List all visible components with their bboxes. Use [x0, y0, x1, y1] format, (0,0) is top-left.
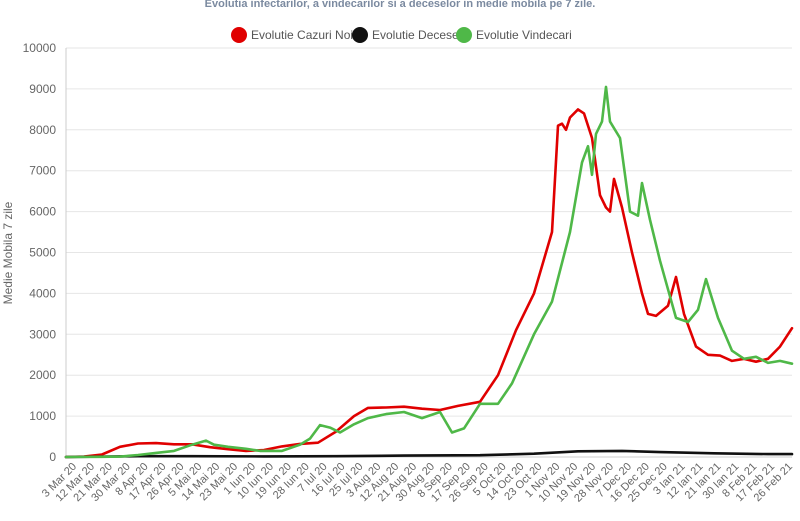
y-tick-label: 8000 [29, 123, 56, 137]
y-tick-label: 1000 [29, 409, 56, 423]
legend-item-1[interactable]: Evolutie Cazuri Noi [231, 27, 353, 43]
legend: Evolutie Cazuri Noi Evolutie Decese Evolut… [231, 27, 572, 43]
y-tick-label: 10000 [23, 41, 57, 55]
series-line-2 [64, 449, 794, 459]
y-tick-label: 3000 [29, 327, 56, 341]
y-tick-label: 9000 [29, 82, 56, 96]
chart-title: Evolutia infectarilor, a vindecarilor si… [205, 0, 596, 10]
legend-marker [352, 27, 368, 43]
legend-marker [456, 27, 472, 43]
legend-item-2[interactable]: Evolutie Decese [352, 27, 459, 43]
y-tick-label: 6000 [29, 205, 56, 219]
legend-marker [231, 27, 247, 43]
y-tick-label: 2000 [29, 368, 56, 382]
y-tick-label: 7000 [29, 164, 56, 178]
y-tick-label: 5000 [29, 246, 56, 260]
legend-label: Evolutie Decese [372, 28, 459, 42]
y-tick-label: 4000 [29, 286, 56, 300]
legend-item-3[interactable]: Evolutie Vindecari [456, 27, 572, 43]
legend-label: Evolutie Cazuri Noi [251, 28, 353, 42]
y-axis-ticks: 0 1000 2000 3000 4000 5000 6000 7000 8000 9000 100… [23, 41, 57, 464]
series-line-1 [64, 108, 794, 459]
legend-label: Evolutie Vindecari [476, 28, 572, 42]
grid-lines [65, 47, 792, 458]
y-tick-label: 0 [49, 450, 56, 464]
series-lines [64, 85, 794, 459]
series-line-3 [64, 85, 794, 459]
y-axis-label: Medie Mobila 7 zile [1, 201, 15, 304]
